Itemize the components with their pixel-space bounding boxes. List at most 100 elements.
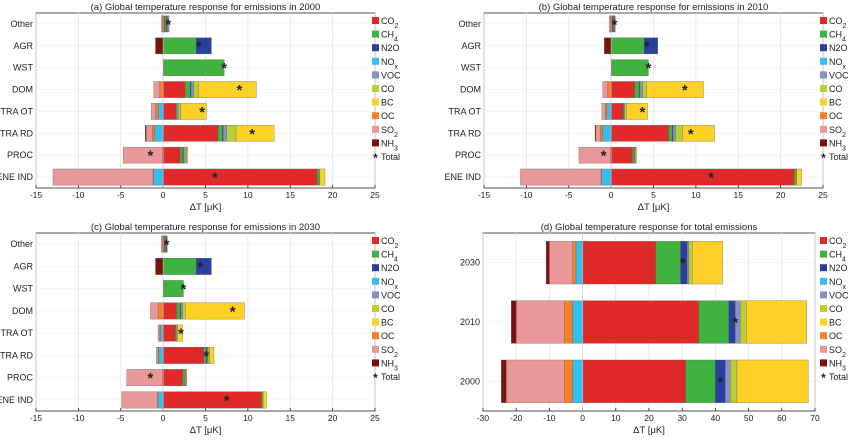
legend-label: NH3	[381, 138, 398, 152]
bar-segment	[672, 125, 676, 142]
total-marker: *	[236, 82, 242, 99]
bar-segment	[572, 359, 583, 403]
legend-label: NH3	[829, 138, 846, 152]
legend-swatch	[372, 318, 379, 326]
total-marker: *	[717, 374, 723, 391]
total-marker: *	[196, 38, 202, 55]
x-tick-label: 10	[243, 413, 253, 423]
legend-label: NH3	[829, 358, 846, 372]
bar-segment	[675, 125, 683, 142]
legend-label: SO2	[381, 345, 398, 359]
y-tick-label: TRA RD	[448, 128, 482, 138]
chart-title: (b) Global temperature response for emis…	[539, 2, 769, 13]
chart-panel-1: -15 -10 -5 0 5 10 15 20 25 * Other * AGR * WST * DOM * TRA…	[0, 2, 401, 213]
bar-segment	[178, 103, 182, 120]
legend-label: BC	[381, 318, 394, 328]
bar-segment	[162, 391, 262, 409]
total-marker: *	[688, 126, 694, 143]
legend-swatch	[820, 112, 827, 120]
bar-segment	[610, 81, 636, 98]
bar-segment	[218, 125, 223, 142]
x-tick-label: 15	[286, 190, 296, 200]
x-tick-label: -10	[543, 413, 556, 423]
total-marker: *	[612, 16, 618, 33]
bar-segment	[162, 103, 176, 120]
legend-swatch	[820, 85, 827, 92]
total-marker: *	[164, 237, 170, 254]
total-marker: *	[224, 392, 230, 409]
legend-label: NOx	[381, 57, 399, 71]
bar-segment	[146, 125, 153, 142]
y-tick-label: PROC	[7, 373, 34, 383]
x-tick-label: 10	[611, 413, 621, 423]
bar-segment	[235, 125, 275, 142]
x-tick-label: -15	[478, 190, 491, 200]
bar-segment	[317, 168, 321, 186]
legend-label: CO	[829, 304, 843, 314]
bar-segment	[520, 168, 602, 186]
legend-label: SO2	[829, 125, 846, 139]
total-marker: *	[203, 348, 209, 365]
y-tick-label: 2030	[460, 258, 480, 268]
x-tick-label: 20	[328, 190, 338, 200]
bar-segment	[162, 257, 197, 275]
bar-segment	[226, 125, 237, 142]
bar-segment	[610, 168, 795, 186]
legend-label: N2O	[381, 43, 400, 53]
bar-segment	[126, 369, 163, 387]
total-marker: *	[165, 16, 171, 33]
legend-label: OC	[381, 331, 395, 341]
x-tick-label: 50	[744, 413, 754, 423]
x-tick-label: -5	[565, 190, 573, 200]
bar-segment	[549, 241, 573, 285]
bar-segment	[564, 359, 573, 403]
y-tick-label: Other	[10, 19, 33, 29]
x-tick-label: 0	[609, 190, 614, 200]
legend-swatch	[820, 250, 827, 258]
legend-swatch	[820, 139, 827, 147]
legend-label: VOC	[829, 70, 849, 80]
x-tick-label: 0	[161, 413, 166, 423]
legend-label: CH4	[381, 250, 398, 264]
x-tick-label: 0	[580, 413, 585, 423]
total-marker: *	[181, 281, 187, 298]
y-tick-label: ENE IND	[0, 172, 33, 182]
total-marker: *	[197, 259, 203, 276]
y-tick-label: 2010	[460, 317, 480, 327]
bar-segment	[595, 125, 601, 142]
x-tick-label: 20	[644, 413, 654, 423]
bar-segment	[501, 359, 507, 403]
bar-segment	[162, 302, 177, 320]
bar-segment	[162, 146, 181, 164]
legend-swatch	[372, 345, 379, 353]
bar-segment	[685, 359, 716, 403]
bar-segment	[182, 302, 186, 320]
bar-segment	[599, 125, 603, 142]
legend-label: CO2	[381, 236, 399, 250]
bar-segment	[161, 15, 163, 33]
bar-segment	[151, 103, 156, 120]
legend-swatch	[372, 291, 379, 299]
bar-segment	[182, 369, 185, 387]
bar-segment	[740, 300, 747, 344]
legend-label: NOx	[829, 57, 847, 71]
bar-segment	[730, 359, 738, 403]
bar-segment	[610, 125, 669, 142]
bar-segment	[193, 81, 199, 98]
legend-label: OC	[381, 111, 395, 121]
legend-swatch	[372, 250, 379, 258]
bar-segment	[582, 241, 656, 285]
bar-segment	[176, 302, 181, 320]
legend-swatch	[372, 98, 379, 106]
bar-segment	[161, 235, 163, 253]
y-tick-label: AGR	[13, 261, 33, 271]
bar-segment	[262, 391, 267, 409]
bar-segment	[158, 346, 164, 364]
bar-segment	[162, 346, 204, 364]
bar-segment	[185, 302, 245, 320]
total-marker: *	[199, 104, 205, 121]
bar-segment	[153, 81, 160, 98]
bar-segment	[725, 359, 731, 403]
